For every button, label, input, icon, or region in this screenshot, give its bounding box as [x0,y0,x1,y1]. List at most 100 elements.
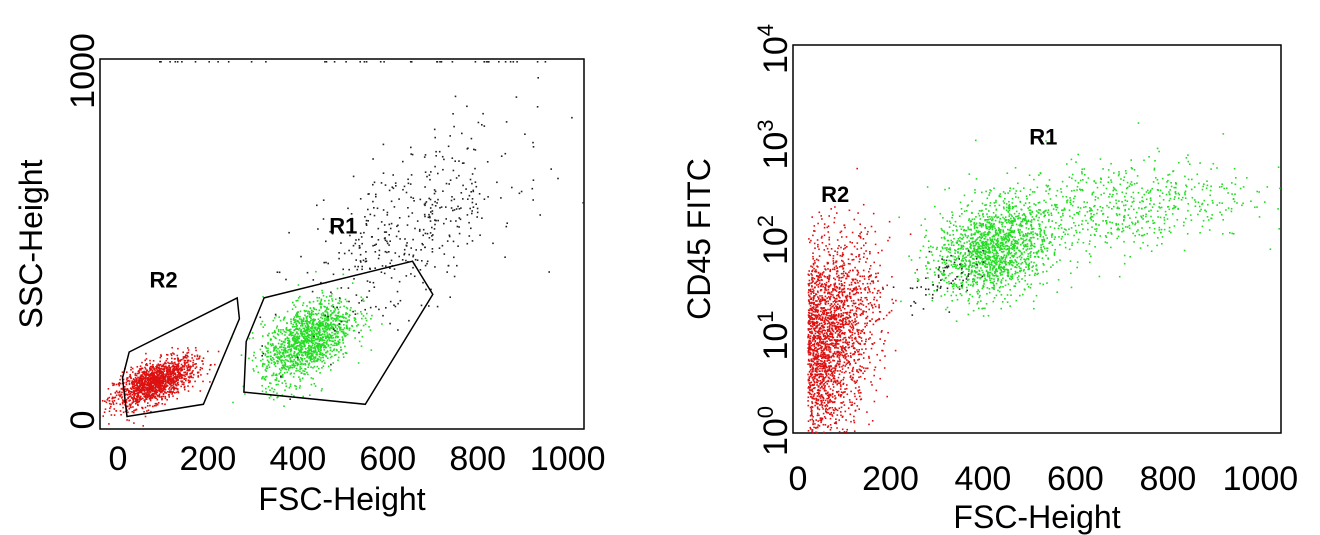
event-point-ungated [445,218,447,220]
event-point-r2 [133,390,136,392]
event-point-r2 [166,381,169,384]
event-point-r2 [154,383,157,385]
event-point-r1 [313,382,316,385]
event-point-r2 [154,402,157,405]
event-point-r1 [344,298,347,301]
event-point-r2 [868,355,870,358]
event-point-r1 [274,346,276,348]
event-point-r2 [191,353,193,356]
event-point-r1 [289,373,292,375]
event-point-r2 [827,373,830,375]
event-point-r2 [838,353,841,355]
event-point-r2 [825,410,827,413]
event-point-r1 [299,385,301,387]
event-point-r2 [145,352,147,355]
event-point-r1 [300,330,303,333]
event-point-r2 [860,337,863,339]
event-point-r2 [187,379,190,382]
event-point-r1 [282,341,285,343]
event-point-r1 [327,324,329,327]
event-point-r2 [125,401,128,404]
event-point-r2 [818,211,821,214]
event-point-r1 [297,369,299,372]
event-point-ungated [340,242,342,244]
event-point-r2 [815,427,817,429]
event-point-r1 [275,337,277,340]
event-point-r1 [296,338,299,340]
event-point-r1 [318,297,321,299]
event-point-r2 [170,385,172,387]
event-point-ungated [524,133,526,135]
event-point-r2 [809,351,811,354]
event-point-r1 [262,363,264,366]
event-point-r1 [254,357,257,359]
event-point-r2 [808,274,810,276]
event-point-r1 [294,354,296,357]
event-point-r1 [284,363,287,365]
event-point-r2 [817,259,820,262]
event-point-r2 [173,366,176,368]
event-point-r1 [318,323,321,325]
event-point-r2 [166,353,168,356]
event-point-ungated [520,190,523,193]
event-point-ungated [289,398,291,400]
event-point-r2 [838,288,841,290]
event-point-r2 [859,288,862,290]
event-point-r2 [857,298,860,301]
event-point-r1 [305,351,308,354]
event-point-r2 [831,315,834,318]
event-point-r2 [864,287,867,289]
event-point-r2 [138,387,141,390]
event-point-r2 [809,330,811,333]
event-point-r2 [851,404,853,406]
event-point-r1 [324,310,327,312]
event-point-r2 [822,335,825,338]
event-point-r1 [344,351,347,354]
event-point-r2 [837,347,839,349]
event-point-r1 [346,321,348,323]
event-point-r1 [307,366,309,368]
event-point-r2 [865,250,867,252]
event-point-r1 [323,353,326,356]
event-point-ungated [367,208,369,211]
event-point-r2 [809,426,812,429]
event-point-r2 [849,269,851,272]
event-point-r1 [350,307,352,309]
event-point-r2 [831,396,834,398]
event-point-r2 [151,370,154,372]
event-point-r2 [169,383,172,385]
event-point-r1 [335,335,337,337]
event-point-ungated [419,228,421,231]
event-point-r1 [263,363,266,365]
event-point-r2 [139,386,141,388]
event-point-r2 [815,401,818,404]
event-point-ungated [384,237,386,239]
event-point-r2 [814,230,816,232]
event-point-r2 [833,372,836,374]
event-point-r2 [150,389,152,392]
event-point-ungated [359,260,362,262]
event-point-r1 [266,367,269,370]
event-point-r1 [294,384,296,387]
event-point-r2 [833,277,835,280]
event-point-ungated [539,214,541,216]
event-point-r1 [295,370,297,372]
event-point-r2 [853,337,856,340]
event-point-r2 [813,359,815,361]
event-point-r2 [869,268,871,270]
event-point-r2 [817,331,820,334]
event-point-r1 [310,345,313,348]
event-point-r1 [326,336,328,339]
event-point-r2 [136,380,138,382]
event-point-r2 [819,322,821,325]
event-point-r2 [132,386,134,388]
event-point-r2 [818,301,821,303]
event-point-r2 [862,304,865,306]
event-point-r2 [168,365,170,367]
event-point-r1 [325,326,327,329]
event-point-r1 [318,334,321,337]
event-point-r2 [833,266,836,269]
event-point-r1 [322,312,324,314]
event-point-r2 [828,329,830,331]
event-point-r1 [297,315,300,318]
